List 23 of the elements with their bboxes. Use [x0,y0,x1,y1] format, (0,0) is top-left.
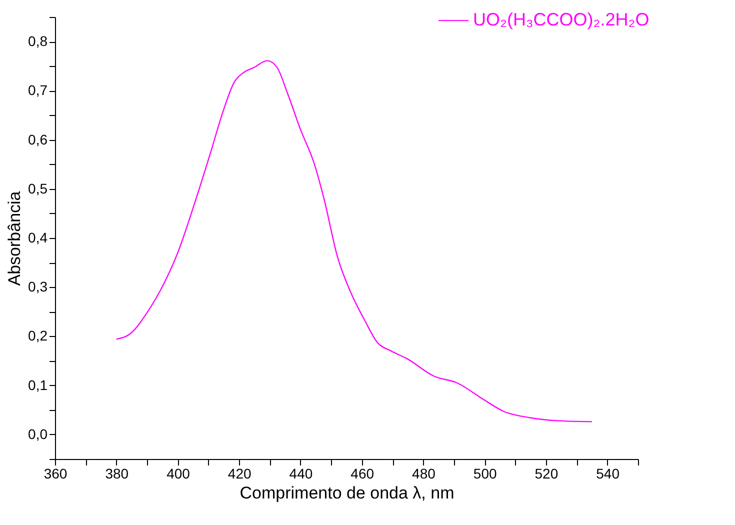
line-series [116,60,593,422]
y-tick-label: 0,3 [28,278,48,295]
y-tick-label: 0,5 [28,180,48,196]
y-tick-label: 0,2 [28,328,48,344]
x-tick-label: 400 [166,466,190,482]
x-tick-label: 540 [596,466,620,482]
y-axis-title: Absorbância [5,190,24,286]
x-axis-title: Comprimento de onda λ, nm [240,484,454,502]
x-tick-label: 460 [350,466,374,482]
legend-label: UO₂(H₃CCOO)₂.2H₂O [473,10,650,30]
x-tick-label: 480 [412,466,436,482]
y-tick-label: 0,1 [28,376,48,393]
x-tick-label: 520 [534,466,558,482]
y-tick-label: 0,7 [28,82,48,98]
x-tick-label: 360 [44,466,68,482]
y-tick-label: 0,4 [28,230,48,246]
y-tick-label: 0,0 [28,426,48,442]
y-tick-label: 0,6 [28,131,48,148]
x-tick-label: 500 [473,466,497,482]
x-tick-label: 380 [105,466,129,482]
x-tick-label: 420 [228,466,252,482]
y-tick-label: 0,8 [28,33,48,50]
x-tick-label: 440 [289,466,313,482]
